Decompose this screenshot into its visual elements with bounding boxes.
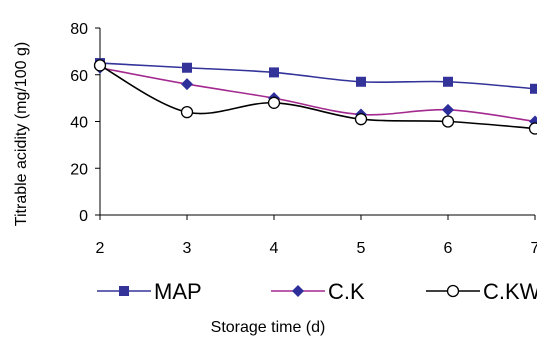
series-line-map: [99, 62, 536, 90]
x-tick-label: 3: [183, 240, 192, 257]
x-tick-label: 4: [270, 240, 279, 257]
x-tick-label: 5: [357, 240, 366, 257]
series-c-kw: [93, 59, 537, 135]
legend-item-c-k: C.K: [271, 279, 365, 304]
data-point-c-k: [181, 78, 193, 91]
data-point-map: [443, 76, 453, 87]
data-point-map: [269, 67, 279, 78]
legend-label-map: MAP: [154, 279, 202, 304]
legend-item-c-kw: C.KW: [426, 279, 537, 304]
series-line-c-kw: [99, 64, 536, 130]
y-tick-label: 80: [70, 21, 88, 38]
data-point-c-k: [442, 103, 454, 116]
axes: 0 20 40 60 80 2 3 4 5 6 7: [70, 21, 537, 257]
x-tick-label: 7: [531, 240, 537, 257]
series-c-k: [94, 61, 537, 128]
legend-marker-map: [119, 286, 129, 296]
x-tick-label: 6: [444, 240, 453, 257]
legend-label-c-k: C.K: [328, 279, 365, 304]
data-point-c-kw: [93, 59, 107, 72]
data-point-c-kw: [180, 106, 194, 119]
y-tick-label: 0: [79, 208, 88, 225]
x-tick-label: 2: [96, 240, 105, 257]
data-point-map: [356, 76, 366, 87]
legend-marker-c-k: [292, 285, 304, 297]
data-point-c-kw: [441, 115, 455, 128]
legend-marker-c-kw: [446, 284, 460, 298]
legend-label-c-kw: C.KW: [483, 279, 537, 304]
data-point-map: [530, 83, 537, 94]
x-axis-title: Storage time (d): [211, 319, 326, 336]
y-axis-title: Titrable acidity (mg/100 g): [13, 42, 30, 226]
y-tick-label: 60: [70, 68, 88, 85]
data-point-map: [182, 62, 192, 73]
data-point-c-kw: [267, 96, 281, 109]
series-line-c-k: [99, 66, 536, 123]
legend-item-map: MAP: [97, 279, 202, 304]
series-map: [95, 58, 537, 94]
data-point-c-kw: [528, 122, 537, 135]
series-layer: [93, 58, 537, 135]
legend: MAP C.K C.KW: [97, 279, 537, 304]
y-tick-label: 20: [70, 161, 88, 178]
y-tick-label: 40: [70, 115, 88, 132]
data-point-c-kw: [354, 113, 368, 126]
